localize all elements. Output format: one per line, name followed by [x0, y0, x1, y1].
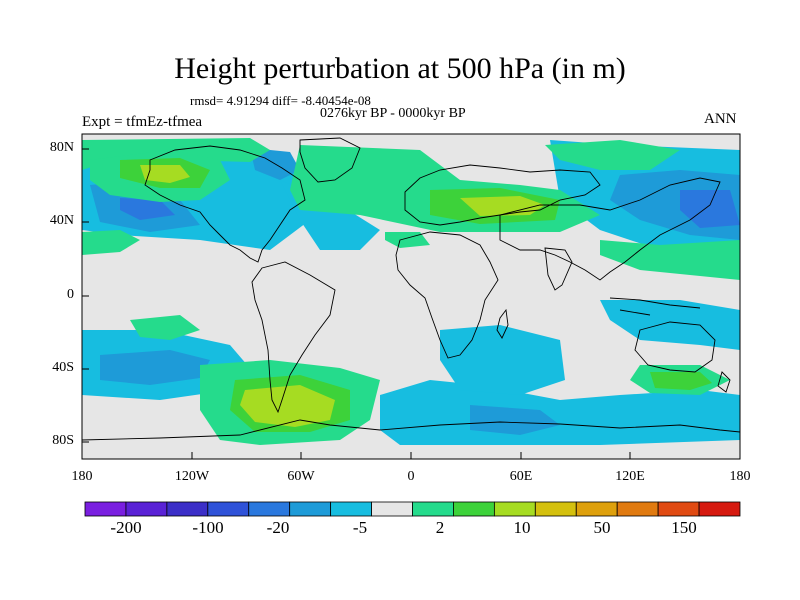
- axis-ticks: [81, 148, 741, 459]
- lat-label-80s: 80S: [52, 433, 74, 448]
- colorbar-swatch: [493, 501, 536, 517]
- lat-label-0: 0: [67, 287, 74, 302]
- colorbar-swatch: [330, 501, 372, 517]
- colorbar-label: 50: [593, 518, 611, 537]
- colorbar-label: 2: [435, 518, 445, 537]
- colorbar-swatch: [289, 501, 332, 517]
- colorbar-swatch: [575, 501, 618, 517]
- lat-label-80n: 80N: [49, 140, 74, 155]
- coast-antarctica: [82, 419, 740, 441]
- colorbar-swatch: [166, 501, 209, 517]
- colorbar-label: -5: [352, 518, 368, 537]
- colorbar-swatch: [84, 501, 127, 517]
- colorbar-swatch: [453, 501, 495, 517]
- coast-south-america: [251, 261, 336, 414]
- rmsd-diff-stats: rmsd= 4.91294 diff= -8.40454e-08: [190, 93, 371, 108]
- colorbar-swatch: [412, 501, 454, 517]
- lon-label-120w: 120W: [174, 469, 210, 484]
- colorbar-swatch: [616, 501, 659, 517]
- lon-label-60w: 60W: [287, 469, 315, 484]
- contour-yellow-green: [140, 165, 545, 427]
- colorbar-swatch: [698, 501, 741, 517]
- lon-label-180e: 180: [729, 469, 751, 484]
- contour-dark-blue: [120, 190, 740, 228]
- coast-madagascar: [496, 308, 509, 339]
- coast-greenland: [299, 137, 361, 183]
- lat-label-40s: 40S: [52, 360, 74, 375]
- plot-title: Height perturbation at 500 hPa (in m): [174, 52, 626, 85]
- colorbar-label: 10: [513, 518, 531, 537]
- lon-label-60e: 60E: [509, 469, 533, 484]
- colorbar-swatch: [534, 501, 577, 517]
- colorbar-label: -20: [266, 518, 290, 537]
- colorbar-label: -200: [110, 518, 142, 537]
- colorbar-swatch: [125, 501, 168, 517]
- coast-new-zealand: [717, 371, 731, 393]
- lon-label-120e: 120E: [615, 469, 645, 484]
- coast-north-america: [144, 145, 306, 263]
- lon-label-0: 0: [407, 469, 415, 484]
- coast-africa: [395, 231, 499, 359]
- coast-indonesia: [609, 297, 701, 316]
- coast-asia: [499, 177, 721, 281]
- time-period-label: 0276kyr BP - 0000kyr BP: [320, 106, 466, 121]
- colorbar-swatch: [207, 501, 250, 517]
- lat-label-40n: 40N: [49, 213, 74, 228]
- coastlines: [82, 137, 740, 441]
- colorbar-swatch: [248, 501, 291, 517]
- colorbar-swatch: [657, 501, 700, 517]
- lon-label-180w: 180: [71, 469, 93, 484]
- contour-field: [82, 138, 740, 445]
- colorbar: [84, 501, 741, 517]
- season-label: ANN: [704, 111, 737, 127]
- experiment-label: Expt = tfmEz-tfmea: [82, 114, 203, 130]
- coast-australia: [634, 321, 716, 373]
- colorbar-label: 150: [671, 518, 697, 537]
- coast-europe: [404, 164, 601, 226]
- colorbar-swatch: [371, 501, 413, 517]
- coast-india: [544, 247, 573, 291]
- colorbar-label: -100: [192, 518, 224, 537]
